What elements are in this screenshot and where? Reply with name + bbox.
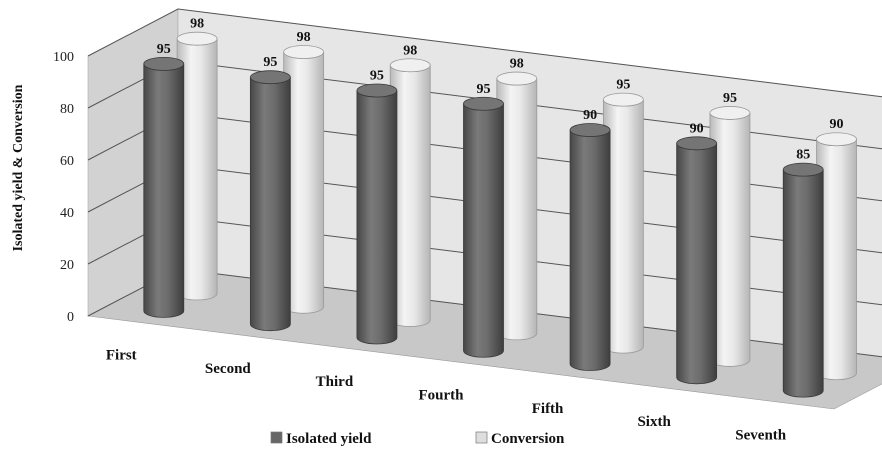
y-tick-label: 80 (60, 102, 74, 117)
data-label: 95 (616, 78, 630, 93)
data-label: 90 (690, 121, 704, 136)
x-category-label: First (106, 348, 137, 364)
bar-conversion-top (283, 45, 325, 59)
legend-swatch (475, 431, 488, 444)
bar-isolated-yield-top (249, 70, 291, 85)
data-label: 95 (263, 55, 277, 70)
bar-isolated-yield (356, 90, 398, 345)
bar-isolated-yield-top (356, 83, 398, 98)
data-label: 90 (830, 117, 844, 132)
data-label: 95 (723, 91, 737, 106)
bar-isolated-yield-top (676, 136, 718, 151)
y-axis-label: Isolated yield & Conversion (11, 84, 26, 251)
bar-isolated-yield (569, 129, 611, 371)
x-category-label: Sixth (637, 414, 671, 430)
data-label: 95 (477, 82, 491, 97)
bar-conversion-top (496, 71, 538, 86)
bar-conversion-top (816, 132, 857, 147)
data-label: 90 (583, 108, 597, 123)
bar-conversion-top (709, 106, 751, 120)
legend-swatch (270, 431, 283, 444)
bar-isolated-yield (143, 63, 185, 318)
gridline (87, 8, 882, 98)
bar-isolated-yield (782, 169, 824, 398)
bar-isolated-yield (676, 143, 718, 385)
bar-isolated-yield-top (569, 123, 611, 137)
data-label: 95 (370, 68, 384, 83)
legend-label: Conversion (491, 431, 565, 447)
bar-isolated-yield (249, 77, 291, 332)
bar-isolated-yield (463, 103, 504, 358)
y-tick-label: 60 (60, 154, 74, 169)
y-tick-label: 100 (53, 50, 74, 65)
data-label: 98 (297, 30, 311, 45)
x-category-label: Second (205, 361, 252, 377)
x-category-label: Fifth (532, 401, 564, 417)
bar-isolated-yield-top (143, 56, 185, 71)
y-tick-label: 40 (60, 206, 74, 221)
data-label: 98 (403, 43, 417, 58)
x-category-label: Seventh (735, 427, 786, 443)
y-tick-label: 0 (67, 310, 74, 325)
data-label: 95 (157, 42, 171, 57)
y-tick-label: 20 (60, 258, 74, 273)
legend-label: Isolated yield (286, 431, 372, 447)
x-category-label: Third (316, 374, 354, 390)
data-label: 98 (510, 57, 524, 72)
data-label: 85 (796, 148, 810, 163)
bar-conversion-top (176, 31, 218, 46)
data-label: 98 (190, 17, 204, 32)
bar-isolated-yield-top (782, 162, 824, 177)
bar-isolated-yield-top (463, 96, 504, 111)
bar-conversion-top (389, 58, 431, 73)
bar-conversion-top (602, 92, 644, 107)
x-category-label: Fourth (419, 388, 465, 404)
